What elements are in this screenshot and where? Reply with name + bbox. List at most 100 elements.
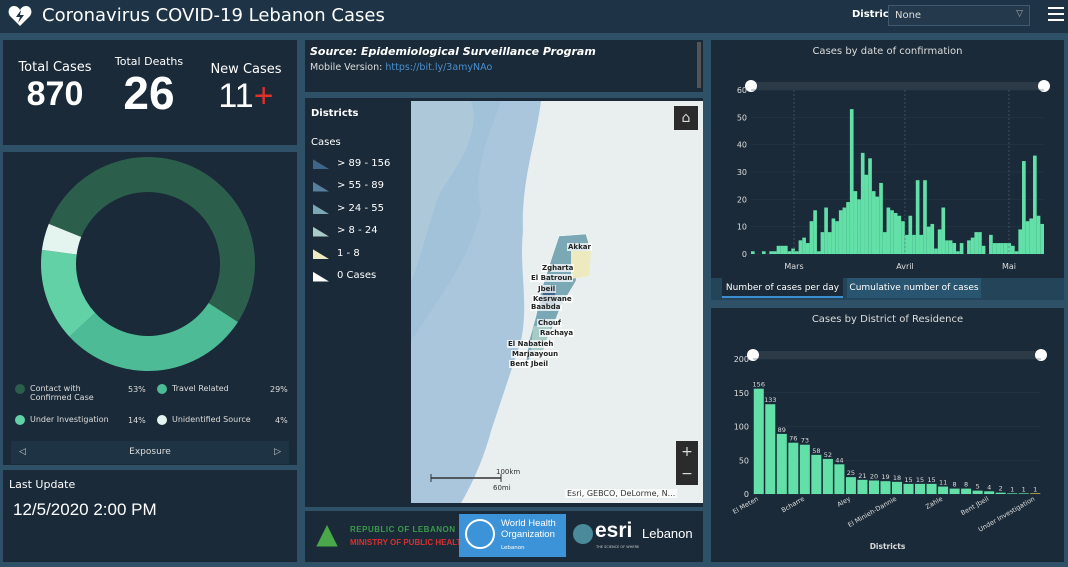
next-arrow-icon[interactable]: ▷ xyxy=(274,447,281,457)
bar[interactable] xyxy=(882,232,887,254)
bar[interactable] xyxy=(857,199,861,254)
bar[interactable] xyxy=(1018,229,1023,254)
bar[interactable] xyxy=(813,210,817,254)
bar[interactable] xyxy=(1000,243,1004,254)
bar[interactable] xyxy=(1011,245,1015,254)
range-slider-handle[interactable] xyxy=(747,349,759,361)
zoom-out-button[interactable]: − xyxy=(676,463,698,485)
bar[interactable] xyxy=(765,404,776,494)
bar[interactable] xyxy=(788,442,799,494)
bar[interactable] xyxy=(827,232,832,254)
bar[interactable] xyxy=(846,202,850,254)
bar[interactable] xyxy=(880,481,891,494)
bar[interactable] xyxy=(901,221,905,254)
bar[interactable] xyxy=(1007,493,1018,494)
range-slider-handle[interactable] xyxy=(1038,80,1050,92)
bar[interactable] xyxy=(824,207,828,254)
scrollbar[interactable] xyxy=(697,42,701,88)
bar[interactable] xyxy=(791,248,795,254)
mobile-version-link[interactable]: https://bit.ly/3amyNAo xyxy=(385,62,493,73)
bar[interactable] xyxy=(908,215,913,254)
bar[interactable] xyxy=(879,182,883,254)
district-select[interactable]: None ▽ xyxy=(888,5,1030,26)
bar[interactable] xyxy=(938,486,949,494)
bar[interactable] xyxy=(1033,155,1037,254)
bar[interactable] xyxy=(949,488,960,494)
bar[interactable] xyxy=(941,207,946,254)
bar[interactable] xyxy=(903,483,914,494)
bar[interactable] xyxy=(996,243,1001,254)
bar[interactable] xyxy=(890,210,894,254)
bar[interactable] xyxy=(753,388,764,494)
bar[interactable] xyxy=(893,213,898,254)
bar[interactable] xyxy=(772,251,777,254)
bar[interactable] xyxy=(984,491,995,494)
bar[interactable] xyxy=(811,454,822,494)
bar[interactable] xyxy=(868,480,879,495)
bar[interactable] xyxy=(868,158,872,254)
bar[interactable] xyxy=(1040,223,1044,254)
bar[interactable] xyxy=(834,464,845,494)
bar[interactable] xyxy=(761,251,766,254)
bar[interactable] xyxy=(972,490,983,494)
home-icon[interactable]: ⌂ xyxy=(674,106,698,130)
bar[interactable] xyxy=(864,174,869,254)
zoom-in-button[interactable]: + xyxy=(676,441,698,463)
bar[interactable] xyxy=(802,237,806,254)
bar[interactable] xyxy=(989,234,993,254)
bar[interactable] xyxy=(776,433,787,494)
bar[interactable] xyxy=(820,232,825,254)
bar[interactable] xyxy=(926,226,931,254)
bar[interactable] xyxy=(961,488,972,494)
bar[interactable] xyxy=(805,243,810,254)
bar[interactable] xyxy=(995,492,1006,494)
bar[interactable] xyxy=(970,237,975,254)
bar[interactable] xyxy=(776,245,781,254)
prev-arrow-icon[interactable]: ◁ xyxy=(19,447,26,457)
bar[interactable] xyxy=(857,479,868,494)
bar[interactable] xyxy=(1018,493,1029,494)
tab-cumulative-cases[interactable]: Cumulative number of cases xyxy=(847,278,981,298)
bar[interactable] xyxy=(930,223,935,254)
bar[interactable] xyxy=(794,251,799,254)
bar[interactable] xyxy=(981,245,986,254)
bar[interactable] xyxy=(1030,493,1041,494)
bar[interactable] xyxy=(897,215,902,254)
bar[interactable] xyxy=(798,240,803,254)
bar[interactable] xyxy=(838,210,843,254)
bar[interactable] xyxy=(1025,221,1030,254)
bar[interactable] xyxy=(891,481,903,494)
bar[interactable] xyxy=(853,191,858,254)
range-slider-handle[interactable] xyxy=(1035,349,1047,361)
bar[interactable] xyxy=(959,243,964,254)
bar[interactable] xyxy=(915,180,920,254)
donut-slice[interactable] xyxy=(41,223,82,255)
bar[interactable] xyxy=(780,245,784,254)
bar[interactable] xyxy=(822,458,833,494)
range-slider-handle[interactable] xyxy=(745,80,757,92)
bar[interactable] xyxy=(886,207,891,254)
bar[interactable] xyxy=(937,229,942,254)
bar[interactable] xyxy=(926,483,937,494)
bar[interactable] xyxy=(799,444,810,494)
bar[interactable] xyxy=(831,218,836,254)
bar[interactable] xyxy=(948,240,953,254)
bar[interactable] xyxy=(923,180,927,254)
bar[interactable] xyxy=(1029,218,1034,254)
bar[interactable] xyxy=(934,248,938,254)
menu-icon[interactable] xyxy=(1048,7,1064,21)
bar[interactable] xyxy=(871,191,876,254)
bar[interactable] xyxy=(787,251,792,254)
bar[interactable] xyxy=(849,109,854,254)
bar[interactable] xyxy=(974,232,979,254)
tab-cases-per-day[interactable]: Number of cases per day xyxy=(722,278,843,298)
bar[interactable] xyxy=(967,240,971,254)
range-slider-track[interactable] xyxy=(751,82,1044,90)
bar[interactable] xyxy=(956,251,960,254)
bar[interactable] xyxy=(992,243,997,254)
donut-slice[interactable] xyxy=(41,249,96,337)
bar[interactable] xyxy=(875,196,880,254)
donut-slice[interactable] xyxy=(69,303,238,372)
bar[interactable] xyxy=(783,245,788,254)
bar[interactable] xyxy=(945,240,949,254)
